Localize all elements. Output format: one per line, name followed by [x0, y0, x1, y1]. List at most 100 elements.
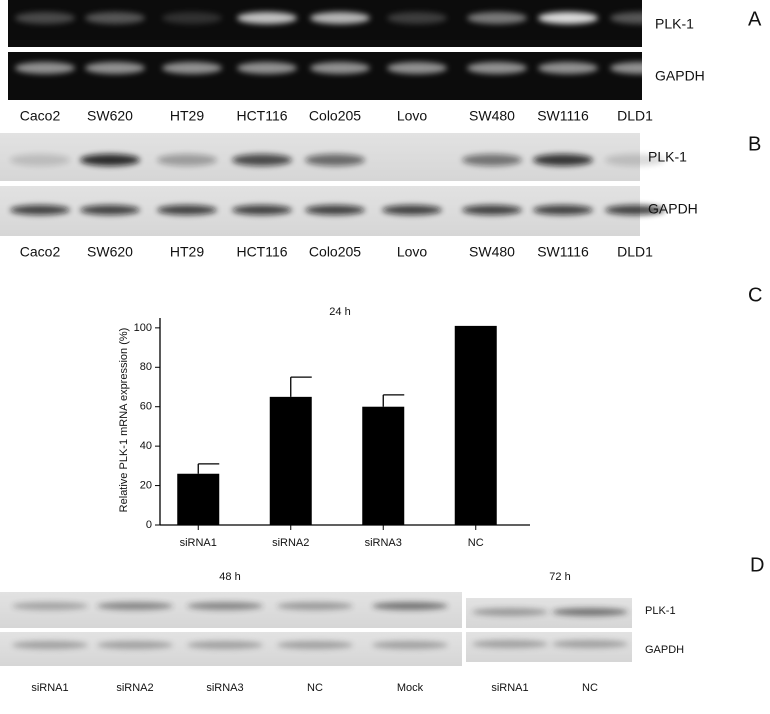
lane-label: SW1116 [537, 108, 589, 124]
blot-band [157, 205, 217, 215]
lane-label: DLD1 [617, 108, 653, 124]
gel-band [310, 62, 370, 74]
bar [177, 473, 220, 525]
blot-band [605, 205, 665, 215]
lane-label: SW620 [87, 244, 133, 260]
panel-letter: D [750, 554, 764, 576]
row-label: PLK-1 [655, 16, 694, 32]
blot-band [157, 154, 217, 166]
blot-band [97, 641, 173, 649]
gel-band [162, 62, 222, 74]
x-tick-label: siRNA3 [365, 537, 402, 549]
row-label: GAPDH [655, 68, 705, 84]
blot-band [187, 602, 263, 610]
lane-label: SW620 [87, 108, 133, 124]
y-tick-label: 0 [146, 519, 152, 531]
gel-band [310, 12, 370, 24]
lane-label: Mock [397, 682, 424, 694]
lane-label: HCT116 [236, 108, 287, 124]
lane-label: Caco2 [20, 244, 61, 260]
row-label: GAPDH [645, 644, 684, 656]
blot-row [0, 592, 462, 628]
gel-band [387, 12, 447, 24]
lane-label: Lovo [397, 244, 428, 260]
y-tick-label: 60 [140, 401, 152, 413]
x-tick-label: siRNA2 [272, 537, 309, 549]
lane-label: Colo205 [309, 108, 361, 124]
gel-band [387, 62, 447, 74]
blot-band [277, 641, 353, 649]
y-tick-label: 20 [140, 479, 152, 491]
blot-band [232, 154, 292, 166]
lane-label: Lovo [397, 108, 428, 124]
gel-band [467, 62, 527, 74]
blot-band [462, 205, 522, 215]
bar [362, 406, 405, 525]
lane-label: siRNA1 [491, 682, 528, 694]
blot-band [305, 205, 365, 215]
bands [10, 12, 670, 649]
lane-label: NC [307, 682, 323, 694]
chart-title: 24 h [329, 306, 350, 318]
lane-label: HT29 [170, 244, 204, 260]
lane-label: siRNA2 [116, 682, 153, 694]
blot-band [10, 205, 70, 215]
gel-band [15, 62, 75, 74]
y-axis-label: Relative PLK-1 mRNA expression (%) [118, 328, 130, 513]
x-tick-label: NC [468, 537, 484, 549]
blot-band [605, 154, 665, 166]
panel-letter: C [748, 284, 762, 306]
lane-label: SW1116 [537, 244, 589, 260]
gel-band [162, 12, 222, 24]
gel-band [15, 12, 75, 24]
blot-row [0, 632, 462, 666]
blot-band [552, 640, 628, 648]
blot-band [372, 641, 448, 649]
blot-band [305, 154, 365, 166]
blot-band [533, 205, 593, 215]
error-bar [197, 463, 220, 474]
gel-band [538, 12, 598, 24]
blot-band [533, 154, 593, 166]
row-label: PLK-1 [648, 149, 687, 165]
lane-label: NC [582, 682, 598, 694]
gel-band [610, 62, 670, 74]
row-label: PLK-1 [645, 605, 676, 617]
lane-label: siRNA3 [206, 682, 243, 694]
lane-label: SW480 [469, 108, 515, 124]
blot-band [97, 602, 173, 610]
blot-band [462, 154, 522, 166]
blot-band [472, 640, 548, 648]
lane-label: Caco2 [20, 108, 61, 124]
bar [454, 325, 497, 525]
panel-letter: A [748, 8, 762, 30]
gel-band [467, 12, 527, 24]
blot-band [232, 205, 292, 215]
y-tick-label: 80 [140, 361, 152, 373]
lane-label: HT29 [170, 108, 204, 124]
error-bar [290, 376, 312, 397]
gel-band [610, 12, 670, 24]
blot-band [552, 608, 628, 616]
group-label: 48 h [219, 571, 240, 583]
blot-band [80, 154, 140, 166]
blot-band [12, 602, 88, 610]
gel-band [237, 62, 297, 74]
lane-label: HCT116 [236, 244, 287, 260]
blot-band [277, 602, 353, 610]
blot-band [472, 608, 548, 616]
gel-band [85, 62, 145, 74]
blot-band [80, 205, 140, 215]
bar [269, 396, 312, 525]
lane-label: Colo205 [309, 244, 361, 260]
error-bar [382, 394, 405, 407]
gel-band [538, 62, 598, 74]
lane-label: SW480 [469, 244, 515, 260]
gel-band [237, 12, 297, 24]
gel-row [8, 52, 642, 100]
x-tick-label: siRNA1 [180, 537, 217, 549]
blot-band [10, 154, 70, 166]
lane-label: DLD1 [617, 244, 653, 260]
y-tick-label: 100 [134, 322, 152, 334]
